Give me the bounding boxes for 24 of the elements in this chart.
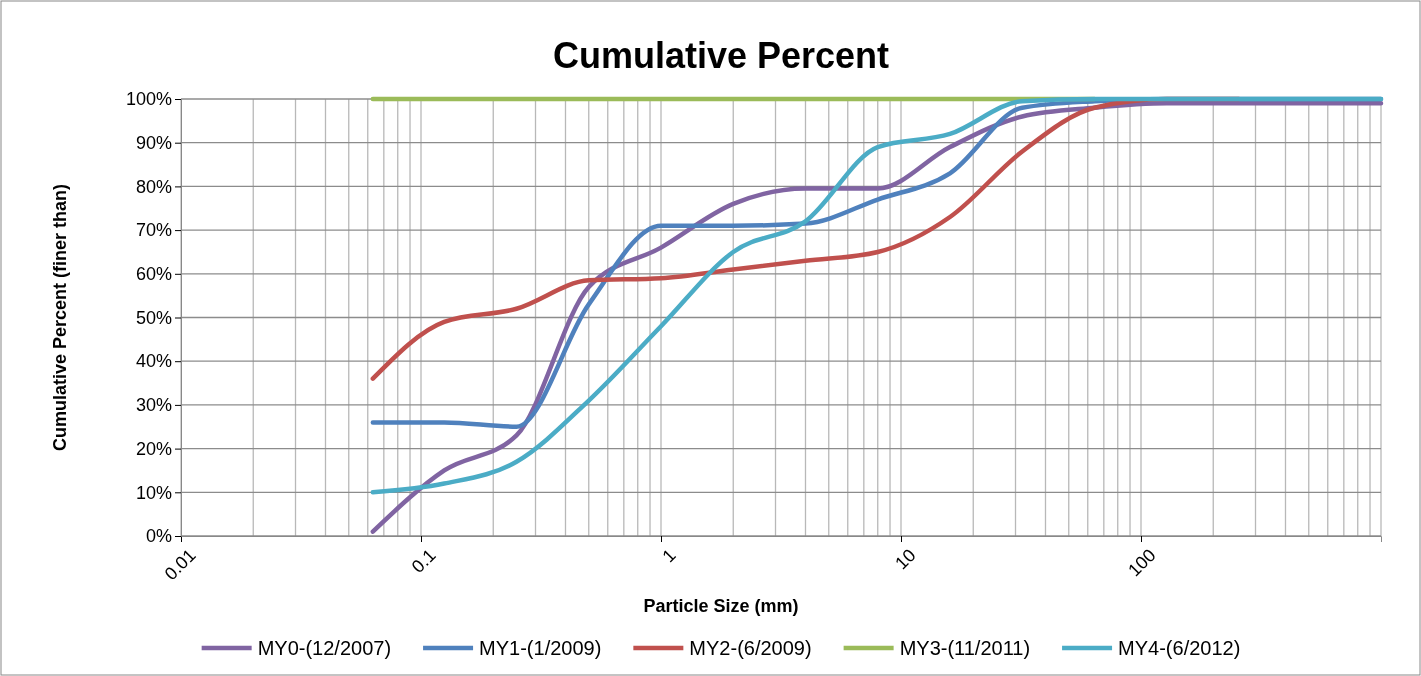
legend-label: MY3-(11/2011) [899,637,1031,659]
y-tick-label: 100% [125,89,172,110]
x-tick-label: 100 [1124,545,1160,581]
y-tick-label: 70% [135,220,172,241]
y-tick-label: 0% [145,526,172,547]
y-tick-label: 10% [135,482,172,503]
legend-label: MY1-(1/2009) [479,637,602,659]
y-tick-label: 60% [135,264,172,285]
x-axis-title: Particle Size (mm) [643,596,799,616]
y-axis-title: Cumulative Percent (finer than) [50,183,70,452]
y-tick-label: 90% [135,132,172,153]
y-tick-label: 80% [135,176,172,197]
x-tick-label: 1 [658,545,680,567]
y-tick-label: 30% [135,395,172,416]
x-tick-label: 10 [891,545,920,574]
legend-label: MY2-(6/2009) [689,637,812,659]
x-tick-label: 0.1 [407,545,440,577]
chart-title: Cumulative Percent [552,35,890,76]
legend-label: MY0-(12/2007) [257,637,392,659]
y-tick-label: 50% [135,307,172,328]
x-tick-label: 0.01 [160,545,200,584]
y-tick-label: 20% [135,438,172,459]
y-tick-label: 40% [135,351,172,372]
legend-label: MY4-(6/2012) [1118,637,1241,659]
